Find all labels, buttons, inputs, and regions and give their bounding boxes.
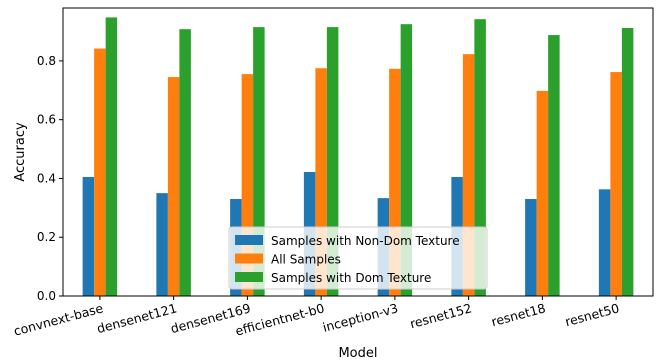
plot-frame (62, 7, 654, 297)
y-tick-label: 0.6 (37, 113, 56, 127)
legend: Samples with Non-Dom Texture All Samples S… (228, 226, 488, 290)
y-axis: 0.0 0.2 0.4 0.6 0.8 (37, 54, 63, 303)
bar-resnet18-series-1 (536, 90, 549, 297)
y-tick-label: 0.2 (37, 230, 56, 244)
bar-efficientnet-b0-series-2 (326, 27, 339, 296)
bar-resnet50-series-0 (598, 189, 611, 296)
y-tick-label: 0.0 (37, 289, 56, 303)
x-axis: convnext-basedensenet121densenet169effic… (12, 296, 621, 339)
bar-convnext-base-series-0 (82, 176, 95, 296)
legend-swatch (235, 235, 263, 245)
x-tick-label: convnext-base (12, 300, 105, 338)
bar-convnext-base-series-2 (105, 17, 118, 297)
legend-label: Samples with Non-Dom Texture (271, 234, 460, 248)
legend-swatch (235, 272, 263, 282)
legend-swatch (235, 253, 263, 264)
bar-densenet121-series-0 (156, 193, 168, 296)
bar-resnet18-series-2 (548, 35, 560, 296)
legend-label: Samples with Dom Texture (271, 271, 431, 285)
bar-resnet152-series-2 (474, 19, 486, 296)
y-tick-label: 0.8 (37, 54, 56, 68)
x-tick-label: resnet50 (563, 300, 621, 329)
bar-densenet121-series-2 (179, 29, 191, 296)
legend-box (228, 226, 488, 290)
bar-densenet121-series-1 (167, 77, 180, 296)
bar-convnext-base-series-1 (94, 48, 106, 297)
x-tick-label: resnet152 (408, 300, 473, 331)
legend-label: All Samples (271, 253, 341, 267)
bar-resnet152-series-1 (462, 54, 475, 296)
y-tick-label: 0.4 (37, 171, 56, 185)
bar-inception-v3-series-2 (400, 24, 413, 296)
x-tick-label: resnet18 (490, 300, 548, 329)
x-axis-label: Model (338, 346, 377, 361)
bar-efficientnet-b0-series-1 (315, 68, 327, 297)
bar-resnet18-series-0 (525, 199, 537, 296)
x-tick-label: inception-v3 (321, 300, 400, 335)
bar-resnet50-series-2 (621, 27, 634, 296)
y-axis-label: Accuracy (13, 122, 28, 182)
bar-inception-v3-series-1 (389, 68, 401, 296)
bar-densenet169-series-2 (253, 27, 265, 296)
x-tick-label: densenet121 (95, 300, 178, 336)
bar-densenet169-series-1 (241, 74, 254, 297)
bar-resnet50-series-1 (610, 72, 622, 296)
